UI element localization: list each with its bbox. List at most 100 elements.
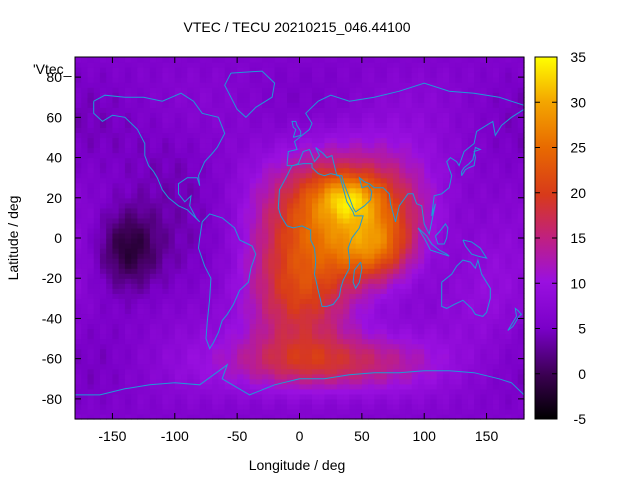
heatmap-cell — [361, 172, 369, 179]
heatmap-cell — [424, 303, 432, 309]
heatmap-cell — [449, 87, 457, 93]
heatmap-cell — [486, 378, 494, 385]
heatmap-cell — [131, 202, 138, 209]
heatmap-cell — [492, 298, 500, 304]
heatmap-cell — [230, 328, 238, 335]
heatmap-cell — [143, 328, 151, 335]
heatmap-cell — [81, 112, 89, 118]
heatmap-cell — [293, 373, 301, 380]
heatmap-cell — [430, 273, 438, 279]
heatmap-cell — [124, 157, 132, 164]
heatmap-cell — [374, 132, 382, 139]
heatmap-cell — [106, 137, 114, 144]
heatmap-cell — [81, 102, 89, 108]
heatmap-cell — [517, 313, 525, 320]
heatmap-cell — [499, 343, 506, 350]
heatmap-cell — [324, 378, 332, 385]
heatmap-cell — [511, 353, 519, 360]
heatmap-cell — [436, 368, 444, 375]
heatmap-cell — [424, 127, 432, 134]
heatmap-cell — [368, 413, 375, 420]
heatmap-cell — [268, 348, 276, 355]
heatmap-cell — [106, 283, 114, 289]
heatmap-cell — [75, 258, 82, 264]
heatmap-cell — [380, 222, 388, 229]
heatmap-cell — [436, 408, 444, 415]
heatmap-cell — [467, 117, 475, 123]
heatmap-cell — [305, 177, 313, 184]
heatmap-cell — [149, 303, 157, 309]
heatmap-cell — [237, 388, 244, 395]
heatmap-cell — [218, 383, 226, 390]
heatmap-cell — [81, 258, 89, 264]
heatmap-cell — [124, 253, 132, 259]
heatmap-cell — [374, 77, 382, 83]
heatmap-cell — [455, 97, 463, 103]
heatmap-cell — [480, 167, 488, 174]
heatmap-cell — [124, 112, 132, 118]
heatmap-cell — [99, 358, 107, 365]
heatmap-cell — [517, 263, 525, 269]
heatmap-cell — [399, 243, 407, 249]
heatmap-cell — [380, 283, 388, 289]
heatmap-cell — [87, 248, 95, 254]
heatmap-cell — [224, 378, 232, 385]
heatmap-cell — [106, 368, 114, 375]
heatmap-cell — [461, 398, 469, 405]
heatmap-cell — [349, 318, 357, 325]
heatmap-cell — [193, 328, 201, 335]
heatmap-cell — [505, 227, 513, 234]
heatmap-cell — [355, 222, 363, 229]
heatmap-cell — [87, 222, 95, 229]
heatmap-cell — [287, 217, 294, 224]
heatmap-cell — [355, 353, 363, 360]
heatmap-cell — [212, 338, 220, 345]
heatmap-cell — [511, 348, 519, 355]
heatmap-cell — [349, 157, 357, 164]
heatmap-cell — [324, 273, 332, 279]
heatmap-cell — [81, 348, 89, 355]
heatmap-cell — [374, 378, 382, 385]
heatmap-cell — [299, 388, 307, 395]
heatmap-cell — [380, 318, 388, 325]
heatmap-cell — [492, 238, 500, 244]
heatmap-cell — [492, 152, 500, 159]
heatmap-cell — [430, 343, 438, 350]
heatmap-cell — [461, 207, 469, 214]
heatmap-cell — [424, 328, 432, 335]
heatmap-cell — [193, 107, 201, 113]
heatmap-cell — [143, 152, 151, 159]
heatmap-cell — [374, 343, 382, 350]
heatmap-cell — [75, 207, 82, 214]
heatmap-cell — [156, 353, 163, 360]
heatmap-cell — [368, 87, 375, 93]
heatmap-cell — [492, 182, 500, 189]
heatmap-cell — [230, 102, 238, 108]
heatmap-cell — [330, 227, 338, 234]
heatmap-cell — [330, 348, 338, 355]
heatmap-cell — [411, 202, 419, 209]
heatmap-cell — [131, 303, 138, 309]
heatmap-cell — [174, 263, 182, 269]
heatmap-cell — [374, 167, 382, 174]
heatmap-cell — [324, 132, 332, 139]
heatmap-cell — [355, 368, 363, 375]
heatmap-cell — [436, 323, 444, 330]
heatmap-cell — [405, 313, 413, 320]
heatmap-cell — [311, 408, 319, 415]
heatmap-cell — [199, 172, 207, 179]
heatmap-cell — [181, 363, 188, 370]
heatmap-cell — [311, 212, 319, 219]
heatmap-cell — [274, 408, 282, 415]
heatmap-cell — [505, 323, 513, 330]
heatmap-cell — [137, 343, 145, 350]
heatmap-cell — [224, 187, 232, 194]
heatmap-cell — [224, 112, 232, 118]
heatmap-cell — [374, 232, 382, 239]
heatmap-cell — [243, 227, 251, 234]
heatmap-cell — [324, 398, 332, 405]
heatmap-cell — [361, 363, 369, 370]
heatmap-cell — [268, 82, 276, 88]
heatmap-cell — [93, 142, 101, 149]
heatmap-cell — [318, 363, 326, 370]
